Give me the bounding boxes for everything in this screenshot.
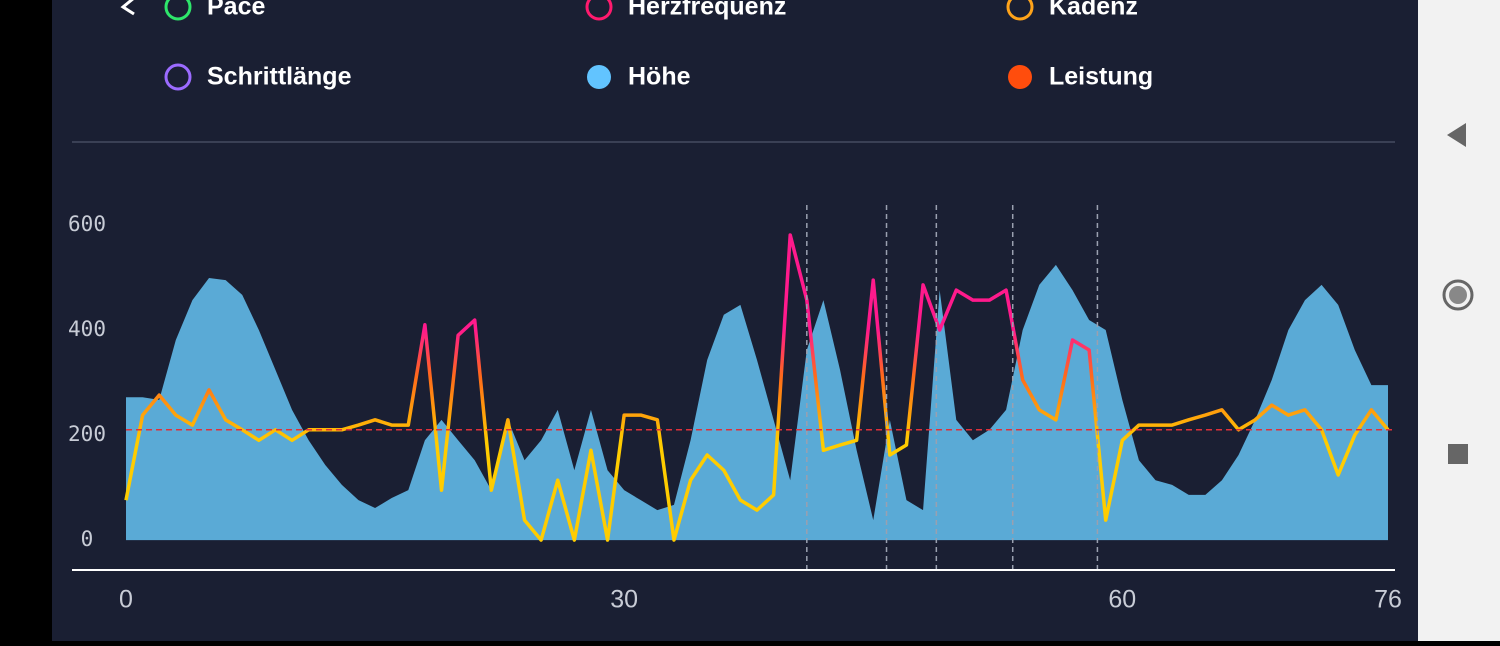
elevation-area	[126, 264, 1388, 541]
legend-swatch	[1006, 0, 1034, 21]
legend-swatch	[164, 63, 192, 91]
legend-label: Leistung	[1049, 63, 1153, 91]
y-tick-label: 600	[68, 212, 106, 236]
back-arrow[interactable]	[120, 0, 135, 16]
legend-label: Herzfrequenz	[628, 0, 786, 21]
x-tick-label: 0	[119, 586, 133, 614]
legend-label: Schrittlänge	[207, 63, 352, 91]
x-tick-label: 76	[1374, 586, 1402, 614]
x-tick-label: 60	[1108, 586, 1136, 614]
legend-label: Kadenz	[1049, 0, 1138, 21]
nav-bar	[1418, 0, 1500, 641]
legend-swatch	[585, 0, 613, 21]
nav-recent[interactable]	[1448, 444, 1468, 464]
y-tick-label: 0	[81, 527, 94, 551]
y-tick-label: 400	[68, 317, 106, 341]
nav-home[interactable]	[1442, 279, 1474, 311]
legend-swatch	[587, 65, 611, 89]
legend-swatch	[164, 0, 192, 21]
x-tick-label: 30	[610, 586, 638, 614]
legend-label: Höhe	[628, 63, 691, 91]
y-tick-label: 200	[68, 422, 106, 446]
nav-back[interactable]	[1447, 123, 1466, 147]
legend-label: Pace	[207, 0, 265, 21]
legend-swatch	[1008, 65, 1032, 89]
left-edge	[0, 0, 52, 641]
nav-home-dot	[1449, 286, 1467, 304]
